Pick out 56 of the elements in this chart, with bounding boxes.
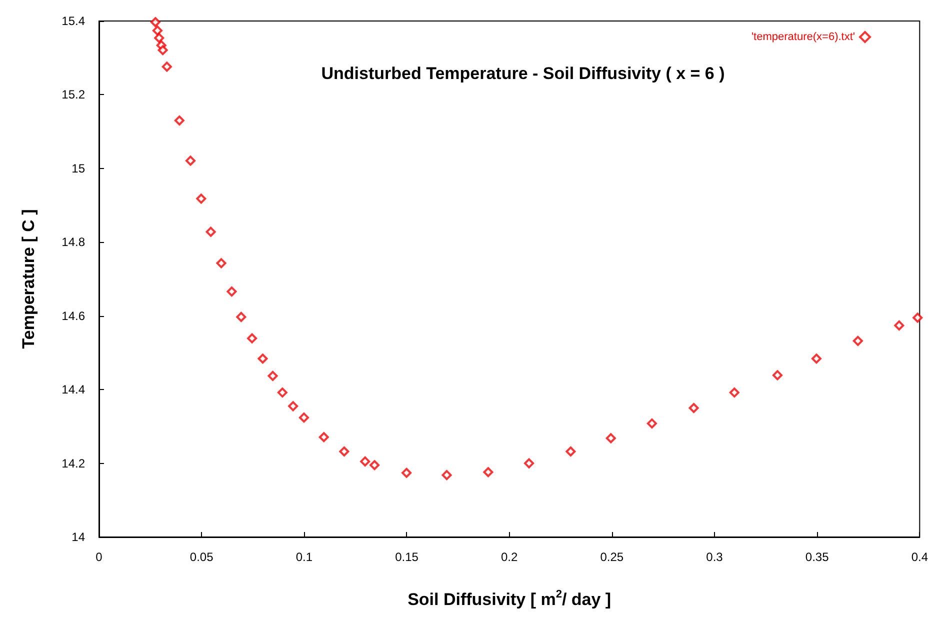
y-axis-title: Temperature [ C ] [19,209,38,349]
point [288,401,298,412]
point [688,403,699,413]
point [442,470,452,480]
point [852,336,863,346]
point [811,354,822,364]
y-tick-label: 14.6 [62,308,86,323]
y-tick-label: 15 [72,161,86,176]
point [162,62,172,72]
x-tick-label: 0.35 [805,550,830,564]
point [216,258,226,268]
legend-label: 'temperature(x=6).txt' [751,31,855,43]
text: Undisturbed Temperature - Soil Diffusivity ( x = 6 ) [321,64,725,83]
point [150,17,160,28]
x-tick-label: 0.1 [296,550,313,564]
point [206,226,216,237]
point [402,468,412,478]
point [247,333,258,344]
point [646,418,657,428]
point [606,433,616,444]
point [152,26,162,36]
point [339,446,350,456]
point [298,412,309,423]
point [360,456,370,466]
point [186,156,196,166]
point [912,312,923,323]
point [566,446,576,456]
y-tick-label: 14.2 [62,456,86,470]
y-tick-label: 14 [72,530,86,544]
point [268,370,278,381]
y-tick-label: 15.4 [62,14,86,28]
point [158,45,168,56]
point [174,116,184,126]
x-tick-label: 0.4 [911,550,928,564]
point [524,458,534,468]
x-tick-label: 0.2 [500,550,518,564]
x-tick-label: 0.25 [600,550,624,564]
point [258,354,268,364]
point [277,388,288,398]
point [483,467,494,478]
x-tick-label: 0 [96,550,103,564]
x-tick-label: 0.3 [706,550,724,564]
point [154,32,164,43]
point [226,286,237,297]
point [236,312,246,322]
point [894,320,904,330]
point [729,388,740,398]
y-tick-label: 15.2 [62,88,86,102]
point [370,460,380,470]
point [318,432,329,442]
point [196,194,206,204]
y-tick-label: 14.4 [62,382,86,397]
point [772,370,782,380]
y-tick-label: 14.8 [62,235,86,250]
x-tick-label: 0.15 [395,550,419,564]
x-tick-label: 0.05 [190,550,214,564]
